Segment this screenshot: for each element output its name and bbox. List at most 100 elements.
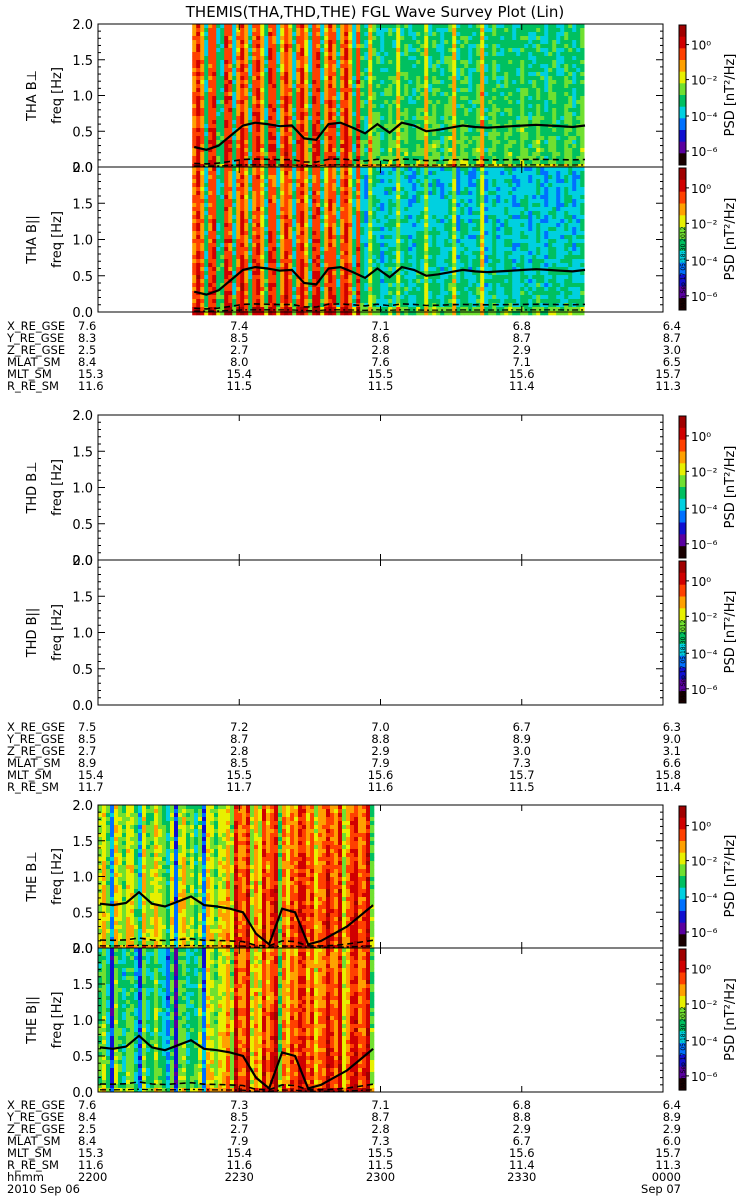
- ephemeris-label: R_RE_SM: [7, 379, 59, 393]
- colorbar-swatch: [679, 949, 686, 962]
- ephemeris-value: 15.5: [368, 1146, 394, 1160]
- colorbar-tick-label: 10⁻⁴: [691, 502, 718, 516]
- y-tick-label: 0.0: [72, 699, 93, 714]
- y-tick-label: 1.5: [72, 445, 93, 460]
- colorbar-tick-label: 10⁻²: [691, 465, 718, 479]
- ephemeris-value: 15.3: [78, 367, 104, 381]
- colorbar-tick-label: 10⁻⁴: [691, 647, 718, 661]
- gyrofrequency-line: [193, 265, 586, 296]
- ephemeris-label: MLT_SM: [7, 367, 52, 381]
- ephemeris-value: 15.4: [226, 367, 252, 381]
- colorbar-swatch: [679, 852, 686, 865]
- ephemeris-value: 2.8: [371, 343, 389, 357]
- colorbar-tick-label: 10⁻⁴: [691, 254, 718, 268]
- colorbar-tick-label: 10⁻⁴: [691, 1035, 718, 1049]
- colorbar-swatch: [679, 620, 686, 633]
- colorbar-swatch: [679, 655, 686, 668]
- y-tick-label: 0.5: [72, 518, 93, 533]
- ephemeris-label: MLAT_SM: [7, 1134, 61, 1148]
- ephemeris-value: 15.3: [78, 1146, 104, 1160]
- colorbar-tick-label: 10⁻²: [691, 217, 718, 231]
- colorbar-swatch: [679, 298, 686, 311]
- colorbar-swatch: [679, 71, 686, 84]
- colorbar-swatch: [679, 667, 686, 680]
- ephemeris-value: 7.5: [78, 720, 96, 734]
- colorbar-swatch: [679, 596, 686, 609]
- ephemeris-value: 11.3: [655, 379, 681, 393]
- colorbar-swatch: [679, 239, 686, 252]
- colorbar-tick-label: 10⁻⁴: [691, 891, 718, 905]
- ephemeris-label: X_RE_GSE: [7, 319, 65, 333]
- colorbar-swatch: [679, 922, 686, 935]
- ephemeris-value: 11.5: [368, 379, 394, 393]
- panel-name: THA B||: [25, 215, 40, 264]
- ephemeris-label: MLT_SM: [7, 768, 52, 782]
- ephemeris-value: 6.7: [513, 1134, 531, 1148]
- colorbar-swatch: [679, 1019, 686, 1032]
- colorbar-swatch: [679, 1031, 686, 1044]
- colorbar-swatch: [679, 960, 686, 974]
- ephemeris-layer: X_RE_GSE 7.6 7.4 7.1 6.8 6.4 Y_RE_GSE 8.3 8.5 8.6…: [6, 319, 681, 1196]
- colorbar-swatch: [679, 215, 686, 228]
- colorbar-swatch: [679, 451, 686, 464]
- colorbar-swatch: [679, 60, 686, 73]
- ephemeris-label: Y_RE_GSE: [6, 1110, 64, 1124]
- ephemeris-value: 8.5: [230, 1110, 248, 1124]
- hhmm-label: hhmm: [7, 1170, 44, 1184]
- ephemeris-value: 8.8: [513, 1110, 531, 1124]
- y-tick-label: 1.0: [72, 234, 93, 249]
- ephemeris-value: 2.7: [78, 744, 96, 758]
- colorbar-frame: [678, 948, 687, 1091]
- colorbar-swatch: [679, 841, 686, 854]
- ephemeris-value: 6.4: [663, 1098, 681, 1112]
- colorbar-swatch: [679, 141, 686, 154]
- colorbar-frame: [678, 415, 687, 559]
- ephemeris-value: 11.4: [509, 379, 535, 393]
- ephemeris-value: 11.6: [78, 1158, 104, 1172]
- y-tick-label: 2.0: [72, 942, 93, 957]
- colorbar-tick-label: 10⁻⁶: [691, 926, 718, 940]
- ephemeris-value: 7.6: [78, 319, 96, 333]
- colorbar-tick-label: 10⁻⁶: [691, 538, 718, 552]
- y-tick-label: 2.0: [72, 554, 93, 569]
- ephemeris-label: X_RE_GSE: [7, 720, 65, 734]
- colorbar-swatch: [679, 584, 686, 597]
- ephemeris-label: Z_RE_GSE: [7, 343, 65, 357]
- ephemeris-value: 8.4: [78, 1110, 96, 1124]
- colorbar-swatch: [679, 95, 686, 108]
- ephemeris-value: 11.3: [655, 1158, 681, 1172]
- colorbar-label: PSD [nT²/Hz]: [723, 198, 738, 281]
- ephemeris-value: 7.9: [230, 1134, 248, 1148]
- colorbar-swatch: [679, 643, 686, 657]
- colorbar-swatch: [679, 25, 686, 38]
- gyrofrequency-dashdot-line: [194, 309, 586, 312]
- freq-axis-label: freq [Hz]: [50, 211, 65, 268]
- ephemeris-value: 15.4: [78, 768, 104, 782]
- ephemeris-value: 2.5: [78, 343, 96, 357]
- colorbar-swatch: [679, 227, 686, 240]
- ephemeris-value: 11.6: [368, 780, 394, 794]
- ephemeris-value: 8.4: [78, 355, 96, 369]
- colorbar-swatch: [679, 83, 686, 96]
- colorbar-swatch: [679, 487, 686, 500]
- spectrogram-the-0: [98, 805, 375, 950]
- time-tick-label: 2200: [78, 1170, 107, 1184]
- y-tick-label: 2.0: [72, 799, 93, 814]
- colorbar-swatch: [679, 934, 686, 947]
- ephemeris-value: 6.3: [663, 720, 681, 734]
- y-tick-label: 0.5: [72, 663, 93, 678]
- colorbar-swatch: [679, 876, 686, 889]
- ephemeris-label: R_RE_SM: [7, 1158, 59, 1172]
- ephemeris-value: 8.9: [513, 732, 531, 746]
- colorbar-swatch: [679, 36, 686, 49]
- ephemeris-label: MLT_SM: [7, 1146, 52, 1160]
- date-start-label: 2010 Sep 06: [7, 1182, 80, 1196]
- time-tick-label: 2330: [507, 1170, 536, 1184]
- colorbar-label: PSD [nT²/Hz]: [723, 835, 738, 918]
- colorbar-tick-label: 10⁻⁴: [691, 110, 718, 124]
- colorbar-swatch: [679, 475, 686, 488]
- colorbar-swatch: [679, 1043, 686, 1056]
- gyrofrequency-dashdot-line: [100, 1088, 374, 1092]
- ephemeris-value: 8.7: [663, 331, 681, 345]
